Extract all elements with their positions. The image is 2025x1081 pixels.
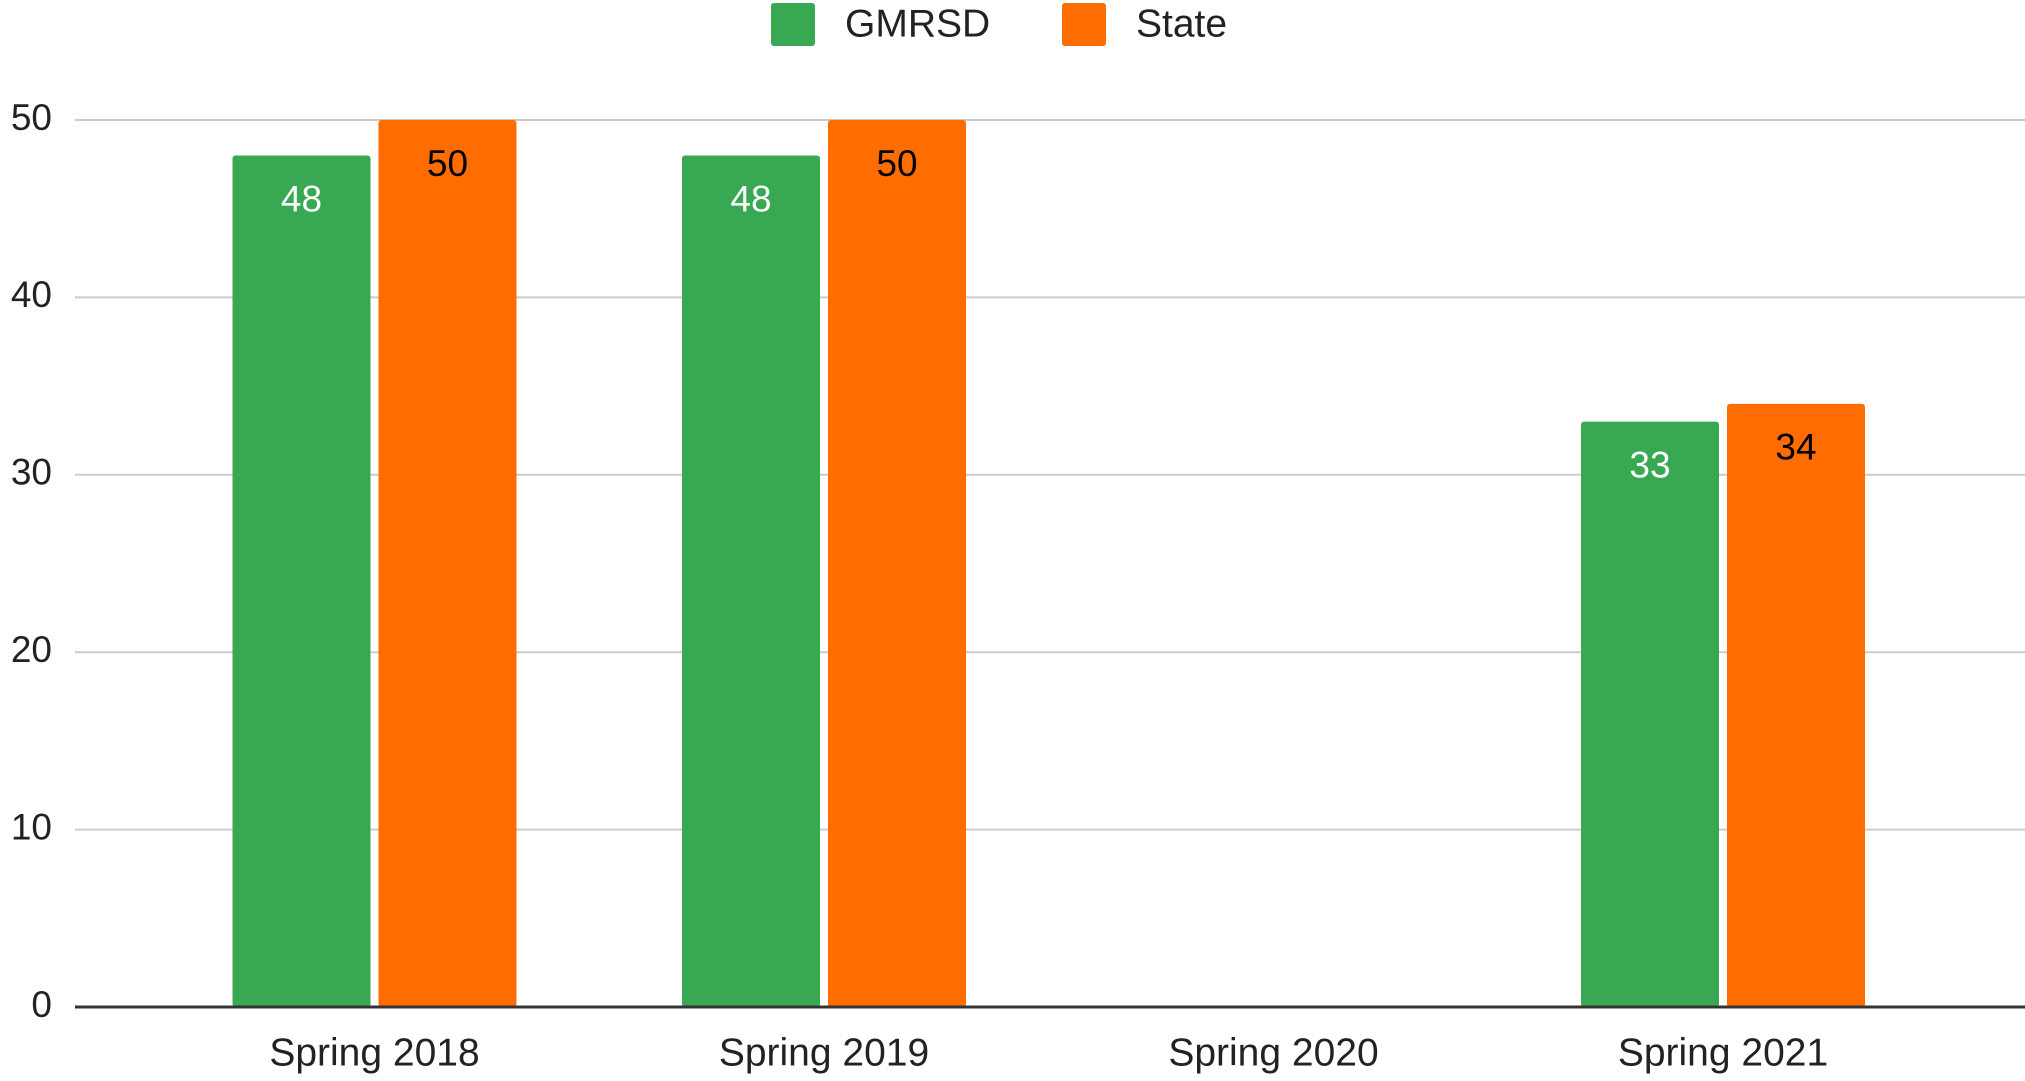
- y-tick-label: 40: [11, 274, 52, 315]
- x-tick-label: Spring 2021: [1618, 1031, 1828, 1074]
- y-tick-label: 10: [11, 806, 52, 847]
- bar: [1727, 403, 1865, 1008]
- legend-swatch: [771, 3, 815, 46]
- y-tick-label: 50: [11, 97, 52, 138]
- bar: [1581, 421, 1719, 1008]
- x-tick-label: Spring 2020: [1168, 1031, 1378, 1074]
- bar: [378, 120, 517, 1007]
- x-tick-label: Spring 2019: [719, 1031, 929, 1074]
- y-tick-label: 0: [31, 984, 52, 1025]
- data-label: 34: [1775, 427, 1816, 468]
- data-label: 50: [427, 143, 468, 184]
- data-label: 48: [730, 178, 771, 219]
- data-label: 33: [1629, 444, 1670, 485]
- bar: [232, 155, 371, 1008]
- x-tick-label: Spring 2018: [269, 1031, 479, 1074]
- y-tick-label: 20: [11, 629, 52, 670]
- bar: [682, 155, 820, 1008]
- legend-swatch: [1062, 3, 1106, 46]
- data-label: 50: [876, 143, 917, 184]
- legend-label: GMRSD: [845, 2, 990, 45]
- y-tick-label: 30: [11, 452, 52, 493]
- data-label: 48: [281, 178, 322, 219]
- legend-label: State: [1136, 2, 1227, 45]
- bar: [828, 120, 966, 1007]
